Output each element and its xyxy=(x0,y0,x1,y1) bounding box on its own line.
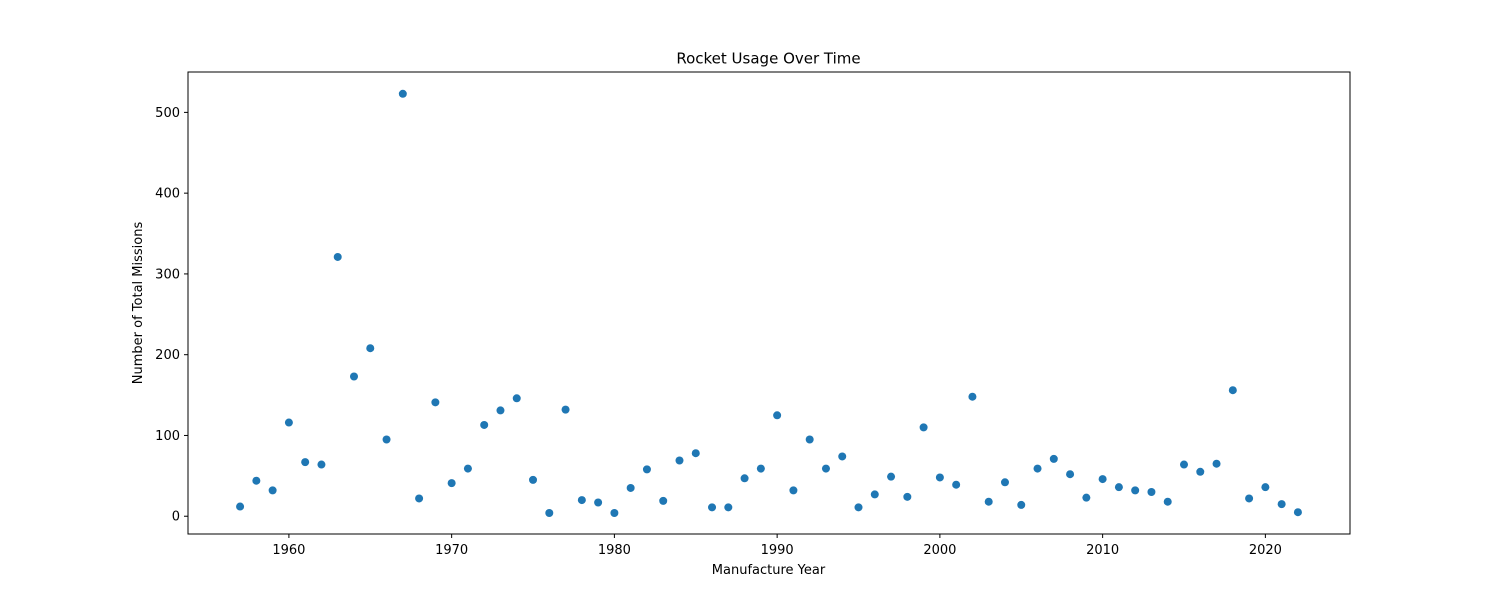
data-point xyxy=(496,406,505,415)
data-point xyxy=(870,490,879,499)
data-point xyxy=(1212,459,1221,468)
data-point xyxy=(642,465,651,474)
data-point xyxy=(1114,483,1123,492)
data-point xyxy=(431,398,440,407)
data-point xyxy=(1245,494,1254,503)
data-point xyxy=(708,503,717,512)
data-point xyxy=(545,509,554,517)
data-point xyxy=(1082,493,1091,502)
data-point xyxy=(252,476,261,485)
data-point xyxy=(333,252,342,261)
data-point xyxy=(447,479,456,488)
x-tick-label: 1990 xyxy=(761,543,794,558)
data-point xyxy=(1000,478,1009,487)
x-tick-label: 2000 xyxy=(923,543,956,558)
y-tick-label: 100 xyxy=(155,429,180,444)
data-point xyxy=(1261,483,1270,492)
x-axis-label: Manufacture Year xyxy=(712,563,826,578)
data-point xyxy=(1098,475,1107,484)
plot-frame xyxy=(187,71,1351,535)
x-tick-label: 1980 xyxy=(598,543,631,558)
y-tick-label: 300 xyxy=(155,267,180,282)
data-point xyxy=(350,372,358,381)
data-point xyxy=(805,435,814,444)
data-point xyxy=(1066,470,1075,479)
data-point xyxy=(935,473,944,482)
y-tick-label: 0 xyxy=(172,510,180,525)
data-point xyxy=(398,89,407,98)
y-tick-label: 400 xyxy=(155,187,180,202)
data-point xyxy=(1196,467,1205,476)
data-point xyxy=(1131,486,1140,495)
data-point xyxy=(301,458,310,467)
y-axis-label: Number of Total Missions xyxy=(131,222,146,385)
data-point xyxy=(594,498,603,507)
y-tick-label: 200 xyxy=(155,348,180,363)
data-points xyxy=(236,89,1302,517)
data-point xyxy=(968,392,977,401)
data-point xyxy=(1147,488,1156,496)
data-point xyxy=(1228,386,1237,395)
data-point xyxy=(1293,508,1302,517)
data-point xyxy=(561,405,570,414)
x-tick-label: 2020 xyxy=(1249,543,1282,558)
data-point xyxy=(284,418,293,427)
data-point xyxy=(512,394,521,403)
data-point xyxy=(659,496,668,505)
data-point xyxy=(821,464,830,473)
data-point xyxy=(415,494,424,503)
data-point xyxy=(919,423,928,432)
data-point xyxy=(691,449,700,458)
data-point xyxy=(480,420,489,429)
data-point xyxy=(903,492,912,501)
data-point xyxy=(317,460,326,469)
data-point xyxy=(1277,500,1286,509)
data-point xyxy=(838,452,847,461)
chart-title: Rocket Usage Over Time xyxy=(676,50,860,68)
data-point xyxy=(675,456,684,465)
data-point xyxy=(1033,464,1042,473)
data-point xyxy=(626,483,635,492)
data-point xyxy=(773,411,782,420)
x-tick-label: 2010 xyxy=(1086,543,1119,558)
data-point xyxy=(952,480,961,489)
y-axis-ticks: 0 100 200 300 400 500 xyxy=(155,106,188,525)
data-point xyxy=(1163,497,1172,506)
data-point xyxy=(789,486,798,495)
data-point xyxy=(984,497,993,506)
y-tick-label: 500 xyxy=(155,106,180,121)
data-point xyxy=(236,502,245,511)
data-point xyxy=(887,472,896,481)
x-tick-label: 1970 xyxy=(435,543,468,558)
data-point xyxy=(1049,454,1058,463)
x-axis-ticks: 1960 1970 1980 1990 2000 2010 2020 xyxy=(272,534,1282,558)
data-point xyxy=(577,496,586,505)
data-point xyxy=(463,464,472,473)
data-point xyxy=(724,503,733,512)
data-point xyxy=(740,474,749,483)
data-point xyxy=(610,509,619,517)
x-tick-label: 1960 xyxy=(272,543,305,558)
data-point xyxy=(366,344,375,353)
data-point xyxy=(756,464,765,473)
data-point xyxy=(1017,500,1026,509)
data-point xyxy=(382,435,391,444)
data-point xyxy=(529,475,538,484)
data-point xyxy=(268,486,277,495)
data-point xyxy=(1180,460,1188,469)
data-point xyxy=(854,503,863,512)
